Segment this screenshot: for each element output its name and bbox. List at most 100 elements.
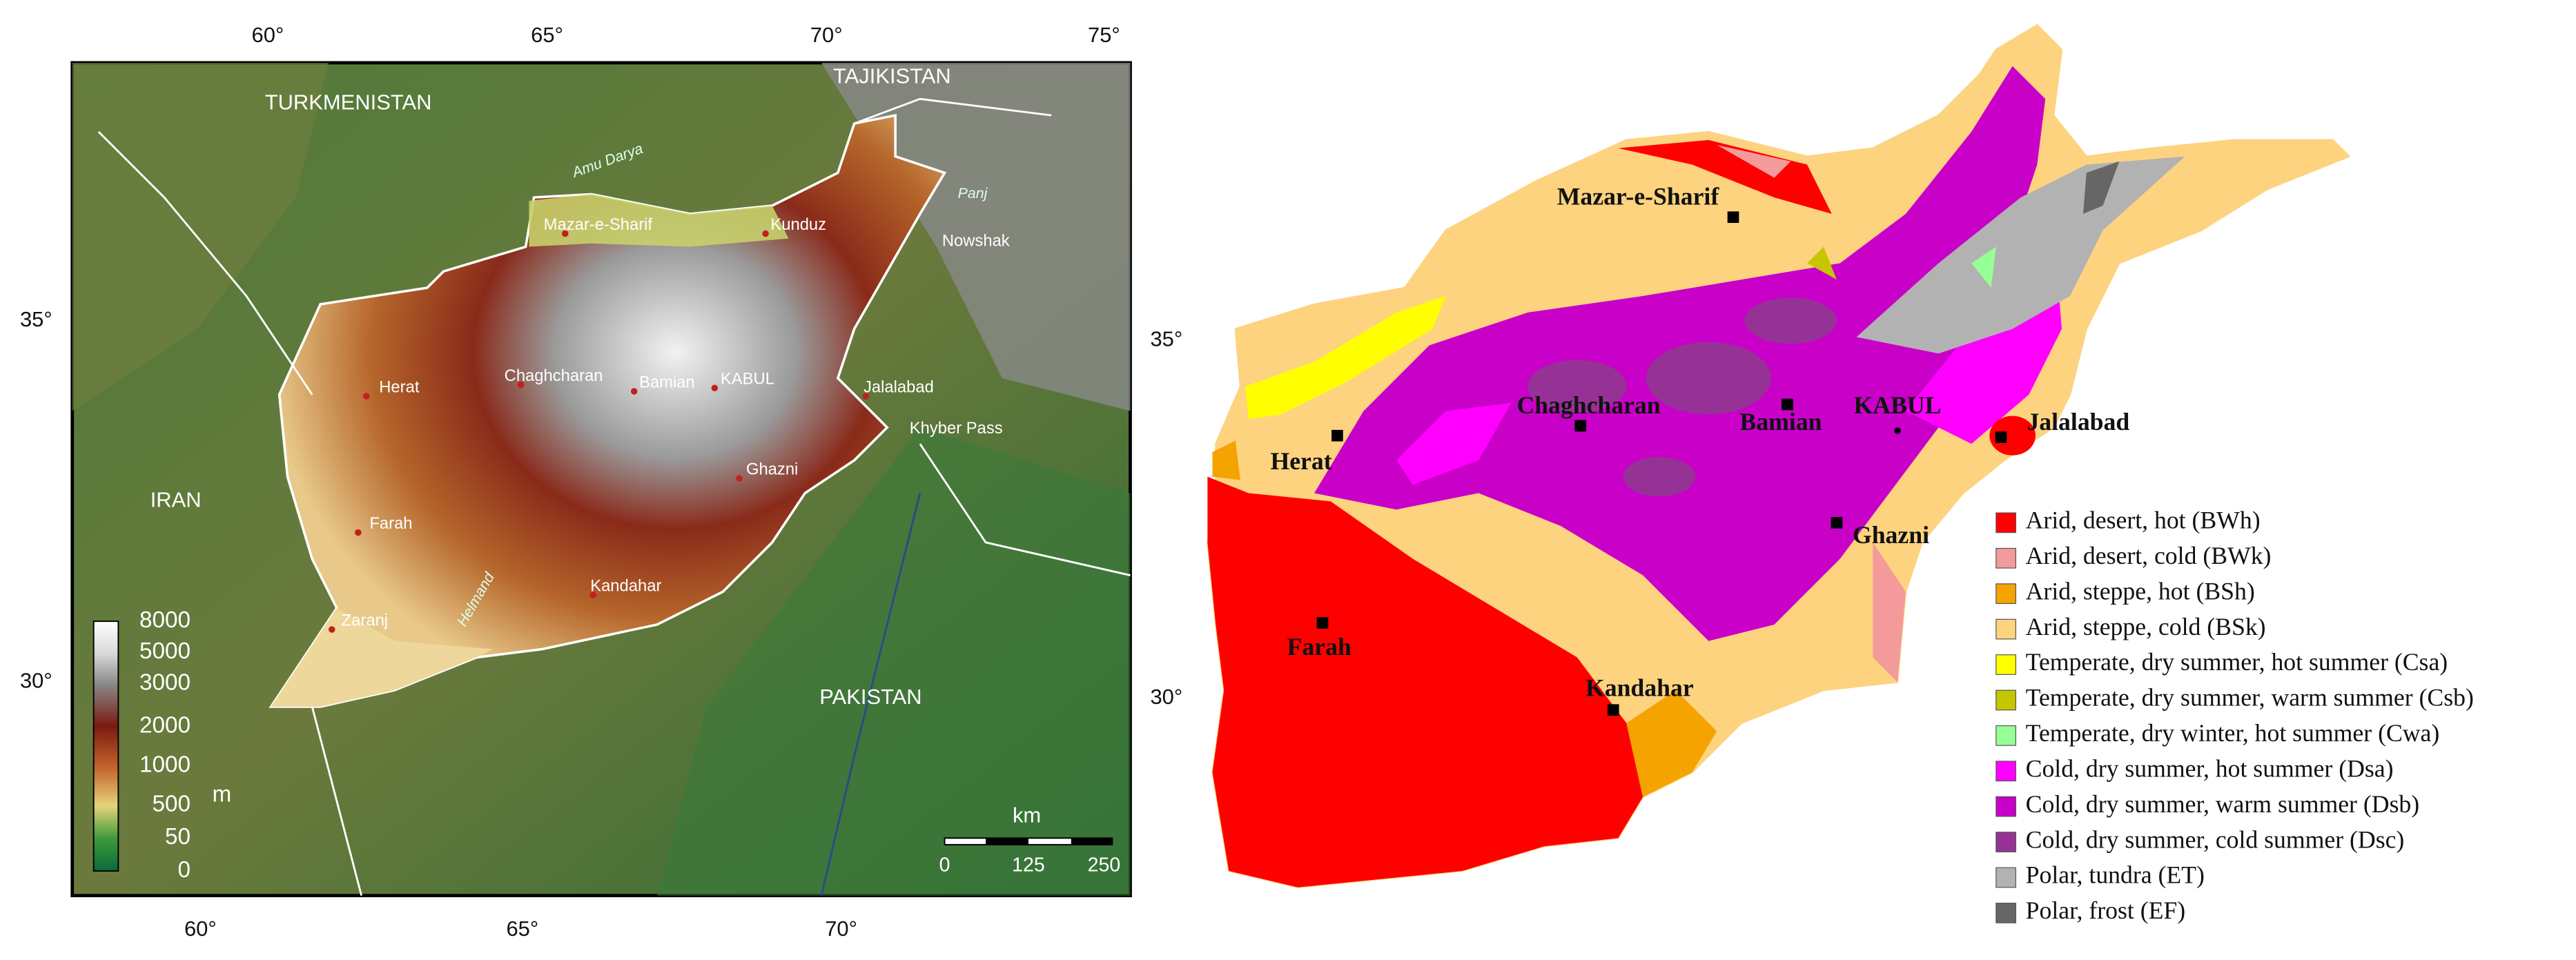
city-label: Ghazni [1853, 521, 1929, 549]
climate-zone [1873, 542, 1906, 683]
legend-swatch [1996, 903, 2016, 923]
city-marker [1316, 617, 1329, 629]
country-label: TURKMENISTAN [265, 90, 432, 115]
city-marker [1782, 398, 1793, 411]
legend-swatch [1996, 867, 2016, 888]
latitude-label: 35° [20, 307, 52, 331]
northern-plain [529, 194, 789, 247]
elevation-tick-label: 500 [152, 792, 191, 817]
place-marker [630, 388, 638, 395]
elevation-tick-label: 1000 [139, 752, 191, 777]
legend-label: Cold, dry summer, hot summer (Dsa) [2026, 754, 2394, 782]
terrain [72, 62, 329, 411]
legend-swatch [1996, 512, 2016, 533]
country-relief [269, 113, 947, 708]
city-label: Farah [1287, 633, 1352, 660]
climate-zone [1396, 402, 1512, 485]
elevation-tick-label: 3000 [139, 669, 191, 695]
climate-zone [2082, 161, 2120, 214]
scale-bar-segment [986, 838, 1028, 845]
place-label: Mazar-e-Sharif [544, 215, 653, 234]
climate-zone [1971, 246, 1996, 288]
legend-label: Arid, desert, hot (BWh) [2026, 507, 2261, 534]
river-line [820, 493, 921, 896]
elevation-tick-label: 0 [178, 857, 191, 883]
place-marker [762, 230, 769, 237]
place-marker [862, 393, 870, 400]
elevation-tick-label: 8000 [139, 607, 191, 633]
latitude-label: 35° [1150, 326, 1182, 351]
place-marker [517, 381, 525, 389]
climate-zone [1212, 440, 1240, 480]
elevation-colorbar [92, 620, 119, 872]
river-label: Panj [958, 185, 988, 202]
place-marker [561, 230, 569, 237]
legend-label: Arid, steppe, hot (BSh) [2026, 577, 2255, 605]
longitude-label: 70° [810, 23, 843, 47]
legend-label: Polar, tundra (ET) [2026, 861, 2205, 889]
legend-swatch [1996, 725, 2016, 746]
climate-zone [1618, 139, 1832, 214]
place-label: Farah [369, 514, 412, 533]
climate-zone [1989, 415, 2036, 455]
place-label: Zaranj [342, 611, 388, 629]
climate-zone [1717, 144, 1791, 178]
latitude-label: 30° [1150, 685, 1182, 709]
city-marker [1831, 517, 1843, 529]
legend-label: Temperate, dry winter, hot summer (Cwa) [2026, 719, 2440, 747]
climate-zone [1528, 360, 1627, 413]
elevation-unit: m [212, 781, 231, 807]
longitude-label: 60° [252, 23, 284, 47]
legend-swatch [1996, 761, 2016, 782]
scale-tick-label: 0 [939, 854, 950, 876]
legend-label: Arid, desert, cold (BWk) [2026, 542, 2272, 569]
scale-tick-label: 125 [1012, 854, 1045, 876]
city-label: Mazar-e-Sharif [1557, 183, 1720, 210]
place-label: Kandahar [590, 576, 661, 595]
place-label: Bamian [639, 373, 695, 391]
city-label: Jalalabad [2027, 408, 2129, 435]
legend-label: Cold, dry summer, cold summer (Dsc) [2026, 825, 2405, 853]
place-marker [736, 475, 743, 482]
terrain [657, 427, 1131, 896]
legend-label: Polar, frost (EF) [2026, 897, 2186, 924]
place-label: KABUL [721, 370, 774, 389]
longitude-label: 60° [184, 917, 217, 941]
border-line [97, 97, 1131, 897]
city-label: Bamian [1740, 408, 1822, 435]
place-marker [589, 591, 596, 598]
latitude-label: 30° [20, 668, 52, 692]
climate-zone [1623, 457, 1696, 497]
climate-zone [1744, 297, 1837, 344]
place-label: Khyber Pass [910, 419, 1003, 438]
capital-marker [1894, 427, 1901, 434]
place-label: Nowshak [942, 232, 1010, 251]
country-label: IRAN [150, 488, 202, 512]
legend-swatch [1996, 618, 2016, 640]
city-marker [1607, 704, 1619, 716]
city-label: Chaghcharan [1516, 391, 1660, 419]
legend-swatch [1996, 832, 2016, 852]
city-marker [1727, 211, 1739, 224]
elevation-tick-label: 5000 [139, 638, 191, 664]
place-marker [711, 384, 719, 391]
country-label: TAJIKISTAN [833, 64, 951, 88]
place-marker [355, 529, 362, 536]
longitude-label: 65° [506, 917, 538, 941]
city-label: Herat [1270, 447, 1331, 475]
climate-map [1207, 23, 2351, 888]
legend-swatch [1996, 654, 2016, 675]
city-marker [1995, 431, 2007, 443]
legend-label: Cold, dry summer, warm summer (Dsb) [2026, 790, 2419, 818]
longitude-label: 75° [1088, 23, 1120, 47]
place-label: Herat [379, 378, 420, 396]
climate-zone [1646, 342, 1771, 415]
legend-label: Arid, steppe, cold (BSk) [2026, 613, 2266, 640]
climate-zone [1207, 476, 1643, 888]
place-label: Jalalabad [863, 378, 934, 396]
country-label: PAKISTAN [819, 685, 921, 709]
scale-unit: km [1013, 803, 1041, 827]
place-marker [329, 626, 335, 633]
